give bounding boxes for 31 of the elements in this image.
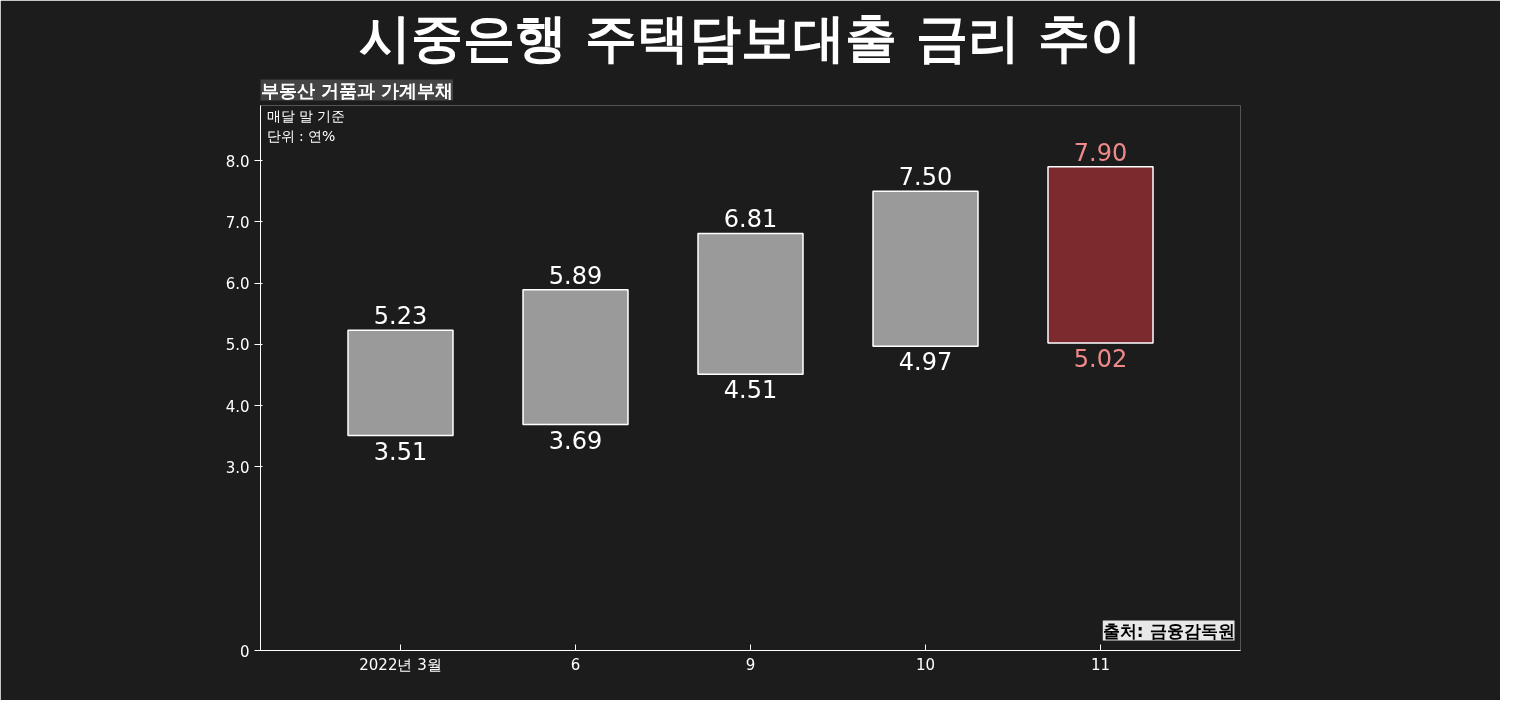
- x-tick-label: 6: [570, 655, 581, 674]
- bar: [697, 232, 804, 376]
- annotation: 5.89: [548, 261, 603, 290]
- bar: [522, 289, 629, 426]
- annotation: 출처: 금융감독원: [1102, 620, 1235, 641]
- y-tick-label: 7.0: [225, 213, 250, 232]
- annotation: 4.97: [898, 348, 953, 377]
- y-tick-label: 0: [239, 642, 250, 661]
- y-tick-label: 8.0: [225, 152, 250, 171]
- x-tick-label: 11: [1090, 655, 1111, 674]
- annotation: 7.50: [898, 163, 953, 192]
- chart-subtitle: 부동산 거품과 가계부채: [260, 79, 454, 101]
- x-tick-label: 10: [915, 655, 936, 674]
- annotation: 3.51: [373, 437, 428, 466]
- annotation: 4.51: [723, 376, 778, 405]
- annotation: 3.69: [548, 426, 603, 455]
- annotation: 7.90: [1073, 138, 1128, 167]
- x-tick-label: 2022년 3월: [359, 655, 442, 674]
- y-tick-label: 5.0: [225, 336, 250, 355]
- x-tick-label: 9: [745, 655, 756, 674]
- y-tick-label: 6.0: [225, 275, 250, 294]
- annotation: 5.23: [373, 302, 428, 331]
- bar: [1047, 165, 1154, 344]
- annotation: 5.02: [1073, 345, 1128, 374]
- annotation: 6.81: [723, 205, 778, 234]
- bar: [347, 329, 454, 437]
- bar: [872, 190, 979, 347]
- y-axis-title: 매달 말 기준 단위 : 연%: [266, 107, 346, 144]
- y-tick-label: 3.0: [225, 458, 250, 477]
- chart-title: 시중은행 주택담보대출 금리 추이: [359, 7, 1142, 68]
- y-tick-label: 4.0: [225, 397, 250, 416]
